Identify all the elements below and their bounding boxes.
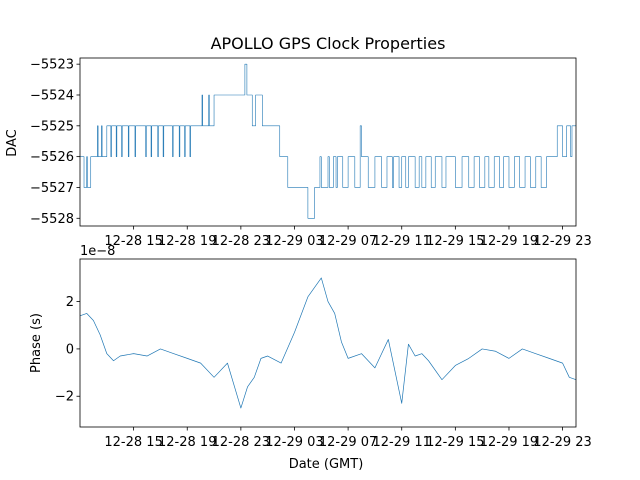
phase-xtick-label: 12-29 07: [319, 435, 377, 450]
phase-xtick-label: 12-29 03: [265, 435, 323, 450]
dac-xtick-label: 12-29 03: [265, 234, 323, 249]
phase-xtick-label: 12-29 11: [373, 435, 431, 450]
dac-ytick-label: −5526: [30, 150, 74, 165]
dac-xtick-label: 12-28 23: [212, 234, 270, 249]
dac-ytick-label: −5524: [30, 88, 74, 103]
phase-xtick-label: 12-29 23: [533, 435, 591, 450]
dac-xtick-label: 12-29 07: [319, 234, 377, 249]
phase-xtick-label: 12-28 23: [212, 435, 270, 450]
phase-xtick-label: 12-28 19: [158, 435, 216, 450]
dac-xtick-label: 12-29 23: [533, 234, 591, 249]
dac-series-line: [80, 63, 576, 219]
phase-ytick-label: 0: [66, 342, 74, 357]
dac-ytick-label: −5523: [30, 58, 74, 73]
phase-offset-text: 1e−8: [80, 244, 115, 259]
dac-xtick-label: 12-29 19: [480, 234, 538, 249]
phase-line-layer: [79, 277, 577, 409]
dac-xtick-label: 12-29 15: [426, 234, 484, 249]
phase-series-line: [79, 277, 577, 409]
phase-xtick-label: 12-29 19: [480, 435, 538, 450]
dac-xtick-label: 12-29 11: [373, 234, 431, 249]
phase-xtick-label: 12-29 15: [426, 435, 484, 450]
phase-axes-frame: [79, 258, 577, 428]
dac-axes-frame: [79, 57, 577, 227]
dac-panel: DAC −5528 −5527 −5526 −5525 −5524 −5523 12-28 …: [5, 57, 592, 249]
phase-ytick-label: −2: [55, 390, 74, 405]
dac-xtick-label: 12-28 15: [104, 234, 162, 249]
dac-ytick-label: −5525: [30, 119, 74, 134]
chart-title: APOLLO GPS Clock Properties: [211, 34, 446, 53]
dac-ytick-label: −5527: [30, 181, 74, 196]
dac-ylabel: DAC: [5, 129, 20, 157]
dac-ytick-label: −5528: [30, 212, 74, 227]
phase-ylabel: Phase (s): [29, 313, 44, 373]
dac-xtick-label: 12-28 19: [158, 234, 216, 249]
phase-xlabel: Date (GMT): [289, 457, 364, 472]
phase-xtick-label: 12-28 15: [104, 435, 162, 450]
phase-ytick-label: 2: [66, 295, 74, 310]
dac-line-layer: [80, 63, 576, 219]
